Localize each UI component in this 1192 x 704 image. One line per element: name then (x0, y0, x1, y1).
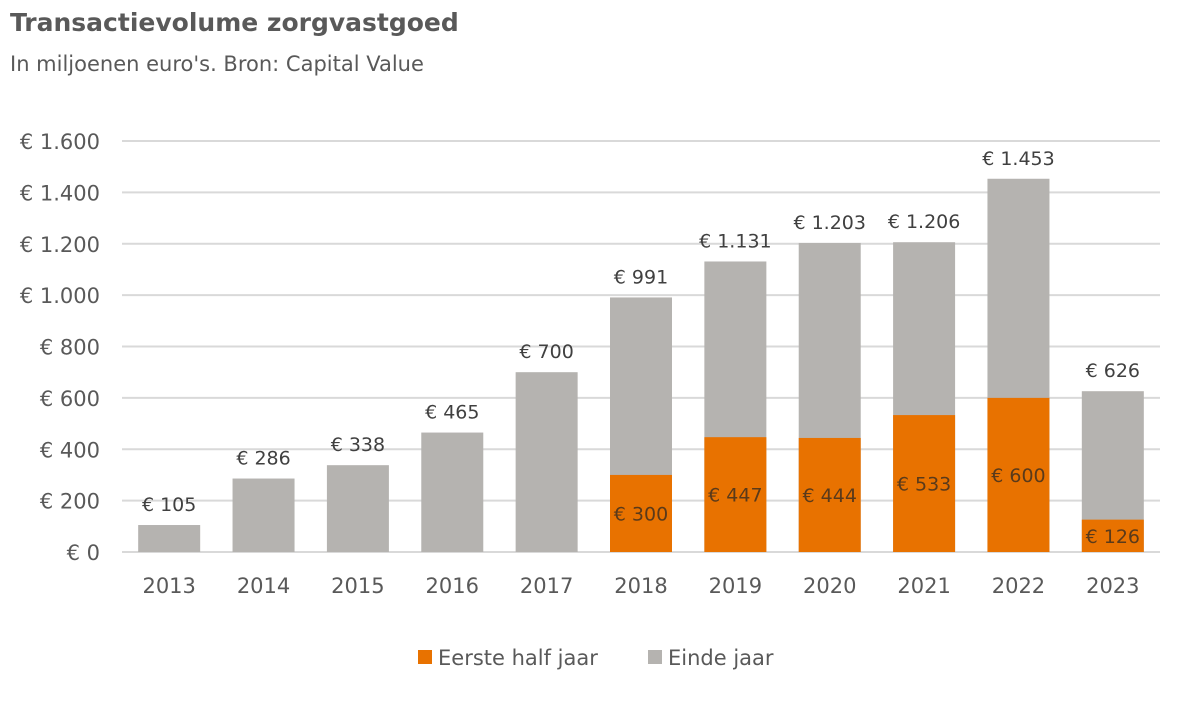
legend-label-eerste-half-jaar: Eerste half jaar (438, 646, 598, 670)
bar-einde-jaar (232, 478, 295, 552)
bar-einde-jaar (138, 525, 201, 552)
x-tick-label: 2014 (237, 574, 290, 598)
half-label: € 300 (614, 503, 668, 525)
total-label: € 338 (331, 434, 385, 456)
bar-eerste-half-jaar (893, 415, 956, 552)
total-label: € 105 (142, 494, 196, 516)
total-label: € 1.131 (699, 230, 772, 252)
x-tick-label: 2023 (1086, 574, 1139, 598)
legend-swatch-einde-jaar (648, 650, 662, 664)
total-label: € 991 (614, 266, 668, 288)
total-label: € 1.453 (982, 148, 1055, 170)
bar-eerste-half-jaar (610, 474, 672, 552)
half-label: € 447 (708, 485, 762, 507)
legend-swatch-eerste-half-jaar (418, 650, 432, 664)
bar-einde-jaar (515, 372, 578, 552)
y-tick-label: € 0 (67, 541, 100, 565)
chart-title: Transactievolume zorgvastgoed (10, 8, 459, 37)
total-label: € 1.203 (793, 212, 866, 234)
half-label: € 444 (803, 485, 857, 507)
total-label: € 626 (1086, 360, 1140, 382)
y-tick-label: € 1.400 (20, 181, 100, 205)
x-tick-label: 2022 (992, 574, 1045, 598)
y-tick-label: € 800 (40, 336, 100, 360)
bar-eerste-half-jaar (987, 397, 1050, 552)
y-axis-ticks: € 0 € 200 € 400 € 600 € 800 € 1.000 € 1.200 € 1… (20, 130, 100, 565)
bar-einde-jaar (421, 432, 484, 552)
y-tick-label: € 1.200 (20, 233, 100, 257)
legend-label-einde-jaar: Einde jaar (668, 646, 774, 670)
y-tick-label: € 1.600 (20, 130, 100, 154)
half-label: € 600 (991, 465, 1045, 487)
data-labels: € 105 € 286 € 338 € 465 € 700 € 991 € 300 € 1.1… (142, 148, 1140, 548)
half-label: € 533 (897, 474, 951, 496)
x-tick-label: 2018 (614, 574, 667, 598)
y-tick-label: € 1.000 (20, 284, 100, 308)
y-tick-label: € 600 (40, 387, 100, 411)
x-axis-ticks: 2013 2014 2015 2016 2017 2018 2019 2020 2021 2022… (142, 574, 1139, 598)
x-tick-label: 2019 (709, 574, 762, 598)
x-tick-label: 2021 (897, 574, 950, 598)
total-label: € 286 (236, 448, 290, 470)
chart-subtitle: In miljoenen euro's. Bron: Capital Value (10, 52, 424, 76)
x-tick-label: 2015 (331, 574, 384, 598)
total-label: € 1.206 (888, 211, 961, 233)
x-tick-label: 2016 (426, 574, 479, 598)
x-tick-label: 2017 (520, 574, 573, 598)
half-label: € 126 (1086, 526, 1140, 548)
bars (138, 178, 1144, 553)
total-label: € 700 (519, 341, 573, 363)
bar-einde-jaar (326, 465, 389, 552)
total-label: € 465 (425, 402, 479, 424)
x-tick-label: 2013 (142, 574, 195, 598)
x-tick-label: 2020 (803, 574, 856, 598)
bar-eerste-half-jaar (704, 437, 767, 552)
y-tick-label: € 200 (40, 490, 100, 514)
bar-eerste-half-jaar (798, 437, 861, 552)
y-tick-label: € 400 (40, 438, 100, 462)
bar-eerste-half-jaar (1081, 519, 1144, 552)
legend: Eerste half jaar Einde jaar (418, 646, 774, 670)
